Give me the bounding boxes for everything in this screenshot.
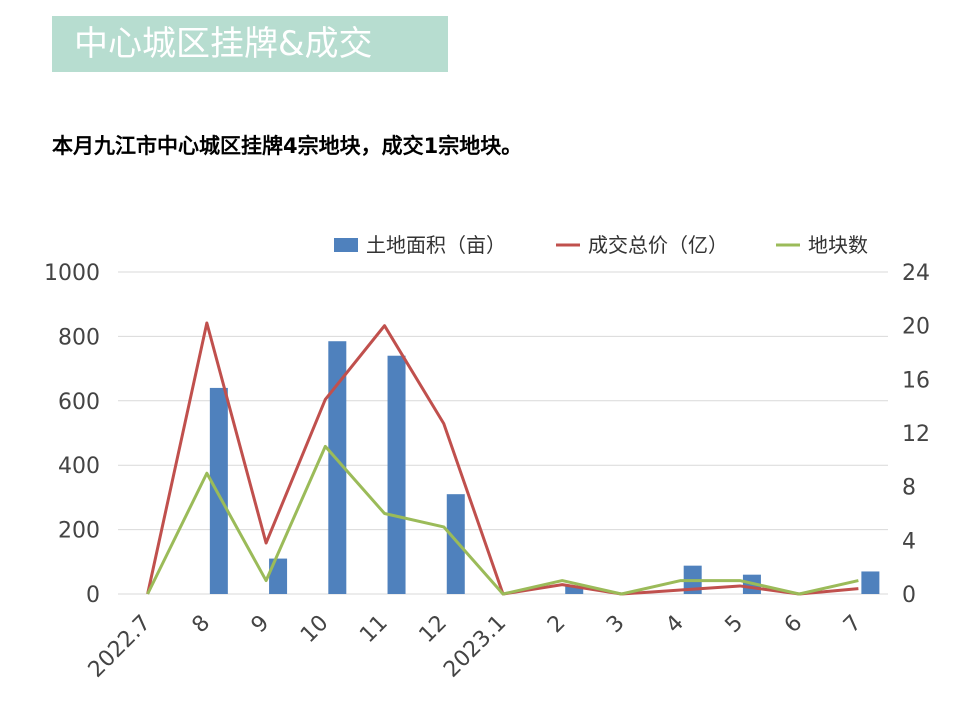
x-tick-label: 2 — [543, 611, 571, 639]
y-right-tick-label: 16 — [902, 368, 930, 393]
bar-land-area — [209, 387, 228, 594]
page-subtitle: 本月九江市中心城区挂牌4宗地块，成交1宗地块。 — [52, 134, 523, 158]
legend-label: 成交总价（亿） — [588, 233, 728, 257]
x-tick-label: 12 — [415, 611, 452, 648]
x-tick-label: 3 — [602, 611, 630, 639]
x-tick-label: 2022.7 — [84, 611, 156, 683]
y-left-tick-label: 1000 — [44, 261, 100, 286]
x-tick-label: 6 — [780, 611, 808, 639]
page-title: 中心城区挂牌&成交 — [52, 16, 448, 72]
bar-land-area — [269, 558, 288, 594]
legend-label: 地块数 — [808, 233, 868, 257]
line-total-price — [146, 321, 859, 596]
bar-land-area — [565, 585, 584, 594]
y-right-tick-label: 8 — [902, 476, 916, 501]
y-left-tick-label: 0 — [86, 583, 100, 608]
line-series — [146, 321, 859, 596]
bar-land-area — [328, 341, 347, 594]
bar-series-land-area — [209, 341, 880, 594]
x-tick-label: 4 — [661, 611, 689, 639]
bar-land-area — [861, 571, 880, 594]
legend: 土地面积（亩） 成交总价（亿） 地块数 — [334, 233, 868, 257]
y-left-tick-label: 200 — [58, 519, 100, 544]
x-tick-label: 11 — [355, 611, 392, 648]
y-right-tick-label: 0 — [902, 583, 916, 608]
y-left-tick-label: 800 — [58, 325, 100, 350]
y-right-tick-label: 24 — [902, 261, 930, 286]
x-tick-label: 8 — [188, 611, 216, 639]
grid-lines — [118, 271, 888, 595]
line-plot-count — [146, 444, 859, 596]
y-right-tick-label: 20 — [902, 315, 930, 340]
x-tick-label: 10 — [296, 611, 333, 648]
y-right-tick-label: 12 — [902, 422, 930, 447]
bar-land-area — [387, 355, 406, 594]
legend-swatch-bar — [334, 238, 358, 252]
x-tick-label: 7 — [839, 611, 867, 639]
y-right-tick-label: 4 — [902, 529, 916, 554]
x-tick-label: 2023.1 — [439, 611, 511, 683]
y-left-tick-label: 400 — [58, 454, 100, 479]
x-tick-label: 5 — [721, 611, 749, 639]
x-tick-label: 9 — [247, 611, 275, 639]
y-left-tick-label: 600 — [58, 390, 100, 415]
legend-label: 土地面积（亩） — [366, 233, 506, 257]
bar-land-area — [446, 494, 465, 594]
